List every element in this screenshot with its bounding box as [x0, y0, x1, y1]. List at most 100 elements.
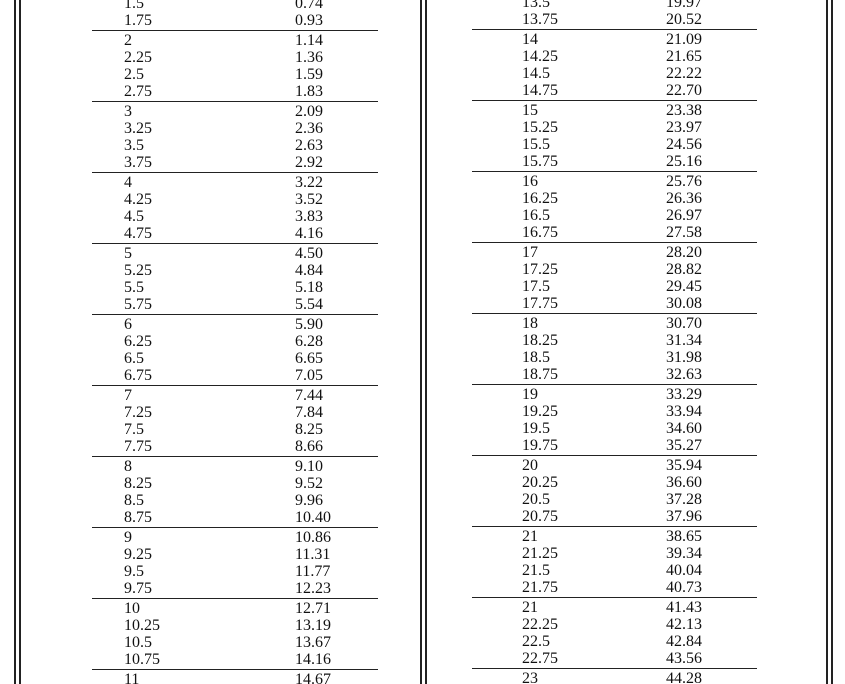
key-cell: 15.75	[522, 153, 558, 171]
key-cell: 2.5	[124, 66, 144, 84]
key-cell: 21.25	[522, 545, 558, 563]
key-cell: 9.5	[124, 563, 144, 581]
value-cell: 11.77	[295, 563, 331, 581]
value-cell: 26.97	[666, 207, 702, 225]
key-cell: 2	[124, 32, 132, 49]
row-rule	[92, 101, 378, 103]
key-cell: 15.5	[522, 136, 550, 154]
value-cell: 2.36	[295, 120, 323, 138]
key-cell: 6.75	[124, 367, 152, 385]
value-cell: 30.70	[666, 315, 702, 332]
value-cell: 12.71	[295, 600, 331, 617]
border-line	[420, 0, 422, 684]
key-cell: 4	[124, 174, 132, 191]
key-cell: 23	[522, 670, 538, 684]
value-cell: 4.50	[295, 245, 323, 262]
key-cell: 14.75	[522, 82, 558, 100]
value-cell: 40.73	[666, 579, 702, 597]
value-cell: 37.28	[666, 491, 702, 509]
row-rule	[92, 30, 378, 32]
key-cell: 14	[522, 31, 538, 48]
value-cell: 42.84	[666, 633, 702, 651]
value-cell: 9.52	[295, 475, 323, 493]
value-cell: 8.25	[295, 421, 323, 439]
value-cell: 23.97	[666, 119, 702, 137]
value-cell: 10.40	[295, 509, 331, 527]
key-cell: 13.75	[522, 11, 558, 29]
key-cell: 18	[522, 315, 538, 332]
value-cell: 13.67	[295, 634, 331, 652]
key-cell: 6.5	[124, 350, 144, 368]
value-cell: 1.36	[295, 49, 323, 67]
key-cell: 13.5	[522, 0, 550, 12]
key-cell: 22.5	[522, 633, 550, 651]
key-cell: 8.5	[124, 492, 144, 510]
value-cell: 36.60	[666, 474, 702, 492]
border-line	[831, 0, 833, 684]
key-cell: 17.75	[522, 295, 558, 313]
key-cell: 3.5	[124, 137, 144, 155]
row-rule	[92, 243, 378, 245]
key-cell: 4.25	[124, 191, 152, 209]
key-cell: 6	[124, 316, 132, 333]
value-cell: 6.65	[295, 350, 323, 368]
value-cell: 27.58	[666, 224, 702, 242]
key-cell: 3.75	[124, 154, 152, 172]
border-line	[826, 0, 828, 684]
key-cell: 16.25	[522, 190, 558, 208]
value-cell: 5.54	[295, 296, 323, 314]
row-rule	[472, 597, 757, 599]
value-cell: 41.43	[666, 599, 702, 616]
key-cell: 1.5	[124, 0, 144, 13]
key-cell: 6.25	[124, 333, 152, 351]
key-cell: 20.5	[522, 491, 550, 509]
value-cell: 13.19	[295, 617, 331, 635]
value-cell: 42.13	[666, 616, 702, 634]
key-cell: 18.75	[522, 366, 558, 384]
value-cell: 7.05	[295, 367, 323, 385]
value-cell: 35.27	[666, 437, 702, 455]
value-cell: 21.09	[666, 31, 702, 48]
key-cell: 1.75	[124, 12, 152, 30]
value-cell: 2.63	[295, 137, 323, 155]
value-cell: 9.10	[295, 458, 323, 475]
value-cell: 10.86	[295, 529, 331, 546]
value-cell: 28.20	[666, 244, 702, 261]
value-cell: 33.94	[666, 403, 702, 421]
row-rule	[92, 172, 378, 174]
value-cell: 24.56	[666, 136, 702, 154]
border-line	[14, 0, 16, 684]
key-cell: 14.5	[522, 65, 550, 83]
value-cell: 21.65	[666, 48, 702, 66]
value-cell: 26.36	[666, 190, 702, 208]
value-cell: 4.84	[295, 262, 323, 280]
value-cell: 6.28	[295, 333, 323, 351]
key-cell: 21.5	[522, 562, 550, 580]
key-cell: 17.5	[522, 278, 550, 296]
key-cell: 20	[522, 457, 538, 474]
row-rule	[92, 385, 378, 387]
key-cell: 19	[522, 386, 538, 403]
key-cell: 3	[124, 103, 132, 120]
row-rule	[472, 455, 757, 457]
value-cell: 43.56	[666, 650, 702, 668]
value-cell: 39.34	[666, 545, 702, 563]
value-cell: 23.38	[666, 102, 702, 119]
value-cell: 28.82	[666, 261, 702, 279]
key-cell: 8.75	[124, 509, 152, 527]
value-cell: 44.28	[666, 670, 702, 684]
key-cell: 21.75	[522, 579, 558, 597]
key-cell: 19.25	[522, 403, 558, 421]
value-cell: 4.16	[295, 225, 323, 243]
value-cell: 2.09	[295, 103, 323, 120]
key-cell: 18.5	[522, 349, 550, 367]
value-cell: 8.66	[295, 438, 323, 456]
border-line	[19, 0, 21, 684]
value-cell: 35.94	[666, 457, 702, 474]
value-cell: 1.83	[295, 83, 323, 101]
row-rule	[92, 598, 378, 600]
key-cell: 11	[124, 671, 140, 684]
key-cell: 9	[124, 529, 132, 546]
key-cell: 8	[124, 458, 132, 475]
